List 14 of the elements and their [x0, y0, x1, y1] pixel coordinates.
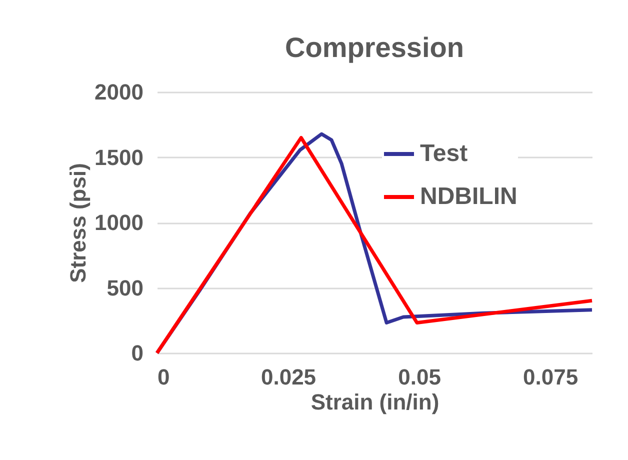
x-tick-label: 0.075 — [523, 364, 578, 390]
legend-label: Test — [420, 140, 468, 167]
y-tick-label: 500 — [106, 275, 144, 300]
y-tick-label: 1000 — [94, 210, 144, 235]
y-tick-label: 2000 — [94, 80, 144, 104]
y-axis-title: Stress (psi) — [66, 163, 91, 283]
legend-label: NDBILIN — [420, 183, 518, 210]
x-tick-label: 0.05 — [398, 364, 441, 390]
x-tick-label: 0.025 — [260, 364, 316, 390]
y-tick-label: 0 — [131, 340, 144, 366]
x-tick-label: 0 — [158, 364, 170, 390]
chart-title: Compression — [285, 32, 464, 63]
y-tick-label: 1500 — [94, 144, 144, 170]
x-axis-title: Strain (in/in) — [310, 390, 440, 414]
